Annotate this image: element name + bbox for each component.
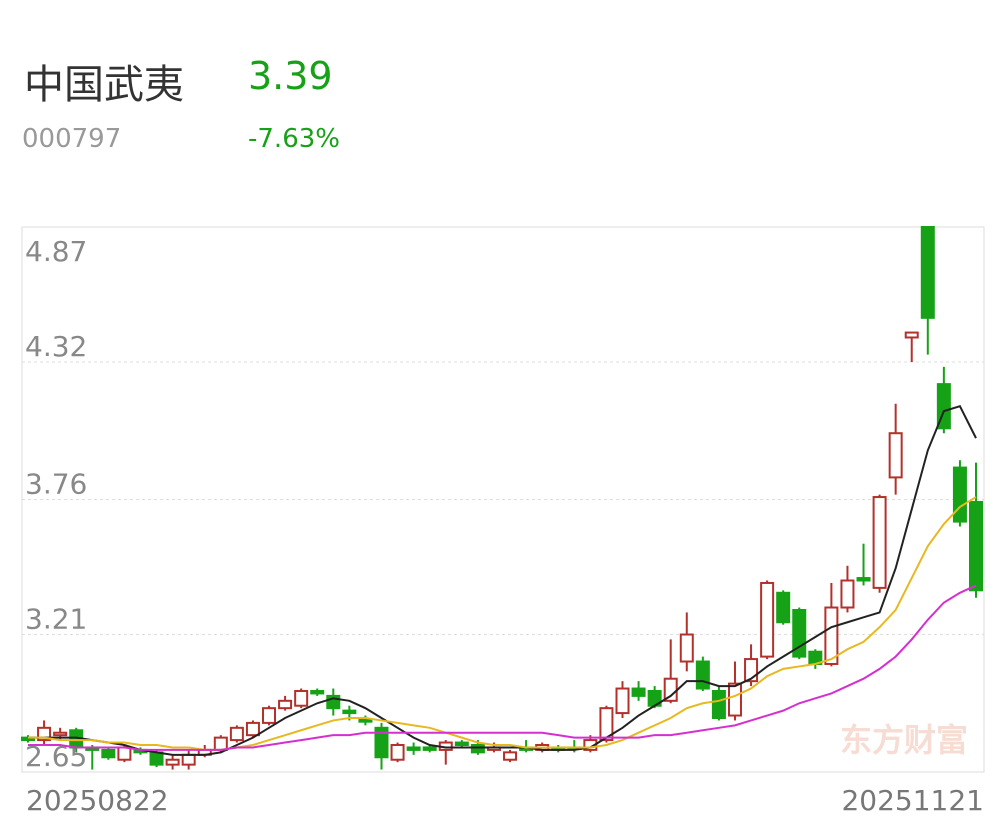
y-tick-label: 4.87 [25, 235, 87, 268]
stock-name: 中国武夷 [24, 62, 184, 108]
candle-body [149, 751, 164, 766]
candle-body [599, 707, 614, 742]
candle-body [181, 753, 196, 766]
candle-body [213, 736, 228, 751]
candle-body [840, 579, 855, 609]
candle-body [422, 746, 437, 751]
candle-body [952, 466, 967, 523]
candle-body [117, 746, 132, 761]
candle-body [262, 707, 277, 724]
candle-body [856, 577, 871, 582]
candle-body [776, 591, 791, 624]
change: -7.63% [248, 124, 340, 154]
moving-average-line [28, 405, 977, 756]
candle-body [374, 726, 389, 759]
candle-body [470, 743, 485, 754]
candle-body [165, 758, 180, 766]
moving-average-line [28, 496, 977, 751]
candle-body [695, 660, 710, 690]
candle-body [358, 718, 373, 723]
candle-body [969, 500, 983, 592]
candle-body [615, 687, 630, 715]
candle-body [888, 432, 903, 479]
candle-body [101, 748, 116, 759]
candle-body [390, 743, 405, 761]
candle-body [245, 721, 260, 737]
y-tick-label: 3.76 [25, 468, 87, 501]
candle-body [503, 751, 518, 761]
candle-body [229, 726, 244, 742]
moving-average-line [28, 584, 977, 751]
candle-body [920, 226, 935, 319]
stock-code: 000797 [22, 124, 122, 154]
candle-body [53, 731, 68, 737]
candle-body [583, 739, 598, 751]
watermark: 东方财富 [840, 721, 968, 759]
y-tick-label: 4.32 [25, 330, 87, 363]
candle-body [872, 496, 887, 589]
price: 3.39 [248, 54, 333, 98]
x-tick-label: 20250822 [26, 784, 169, 817]
candle-body [727, 682, 742, 717]
candle-body [904, 331, 919, 339]
candle-body [278, 699, 293, 710]
y-tick-label: 3.21 [25, 603, 87, 636]
candle-body [679, 633, 694, 663]
candle-body [711, 689, 726, 719]
candle-body [454, 741, 469, 746]
candle-body [342, 709, 357, 715]
candle-body [631, 687, 646, 697]
candle-body [310, 689, 325, 695]
candle-body [760, 581, 775, 658]
candle-body [294, 689, 309, 707]
x-tick-label: 20251121 [841, 784, 984, 817]
candle-body [406, 746, 421, 751]
candle-body [824, 606, 839, 665]
